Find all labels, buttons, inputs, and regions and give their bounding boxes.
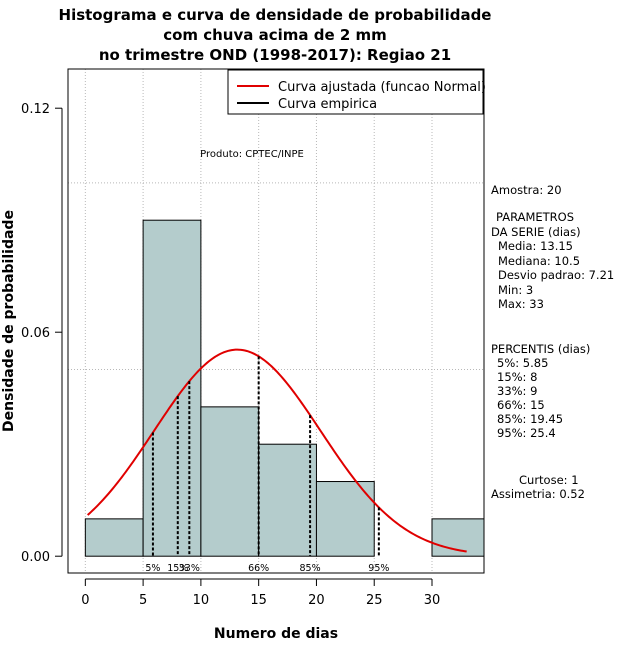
legend: Curva ajustada (funcao Normal) Curva emp…: [227, 69, 486, 115]
y-tick-label: 0.00: [21, 550, 50, 565]
percentil-66: 66%: 15: [497, 398, 545, 412]
histogram-bar: [142, 219, 202, 557]
param-min: Min: 3: [498, 283, 533, 297]
axes-layer: 0 5 10 15 20 25 30 0.00 0.06 0.12: [21, 102, 440, 608]
percentil-5: 5%: 5.85: [497, 356, 548, 370]
param-median: Mediana: 10.5: [498, 254, 580, 268]
param-std: Desvio padrao: 7.21: [498, 268, 614, 282]
histogram-bar: [315, 481, 375, 557]
x-tick-label: 30: [424, 593, 441, 608]
legend-label-empirical: Curva empirica: [278, 97, 377, 112]
histogram-bar: [258, 443, 317, 557]
y-tick-label: 0.12: [21, 102, 50, 117]
histogram-bar: [84, 518, 144, 557]
percentile-label: 5%: [145, 563, 160, 574]
percentile-label: 15%: [167, 563, 188, 574]
chart-title-line-3: no trimestre OND (1998-2017): Regiao 21: [99, 46, 451, 64]
chart-title-line-1: Histograma e curva de densidade de proba…: [59, 6, 492, 24]
percentile-label: 85%: [300, 563, 321, 574]
percentile-label: 33%: [179, 563, 200, 574]
percentil-33: 33%: 9: [497, 384, 537, 398]
percentil-95: 95%: 25.4: [497, 426, 556, 440]
legend-label-normal: Curva ajustada (funcao Normal): [278, 80, 486, 95]
param-max: Max: 33: [498, 297, 544, 311]
chart-title-line-2: com chuva acima de 2 mm: [163, 26, 387, 44]
curve-layer: [86, 348, 467, 553]
curtose: Curtose: 1: [519, 473, 579, 487]
x-tick-label: 5: [139, 593, 147, 608]
y-axis-label: Densidade de probabilidade: [1, 210, 17, 432]
percentile-label: 95%: [368, 563, 389, 574]
legend-box: [227, 69, 484, 115]
percentil-85: 85%: 19.45: [497, 412, 563, 426]
percentile-layer: 5% 15%33% 66% 85% 95%: [145, 356, 389, 574]
param-mean: Media: 13.15: [498, 239, 573, 253]
x-tick-label: 10: [193, 593, 210, 608]
percentile-label: 66%: [248, 563, 269, 574]
histogram-bar: [200, 406, 260, 557]
x-tick-label: 0: [81, 593, 89, 608]
y-tick-label: 0.06: [21, 326, 50, 341]
plot-frame: [67, 68, 485, 574]
x-tick-label: 25: [366, 593, 383, 608]
x-axis-label: Numero de dias: [214, 626, 338, 642]
x-tick-label: 15: [250, 593, 267, 608]
x-tick-label: 20: [308, 593, 325, 608]
credit-text: Produto: CPTEC/INPE: [200, 149, 304, 160]
params-subtitle: DA SERIE (dias): [491, 225, 581, 239]
percentis-title: PERCENTIS (dias): [491, 342, 590, 356]
sample-size: Amostra: 20: [491, 183, 562, 197]
assimetria: Assimetria: 0.52: [491, 487, 585, 501]
params-title: PARAMETROS: [496, 210, 574, 224]
normal-fit-curve: [86, 348, 467, 553]
side-panel: Amostra: 20 PARAMETROS DA SERIE (dias) M…: [491, 183, 614, 501]
percentil-15: 15%: 8: [497, 370, 537, 384]
